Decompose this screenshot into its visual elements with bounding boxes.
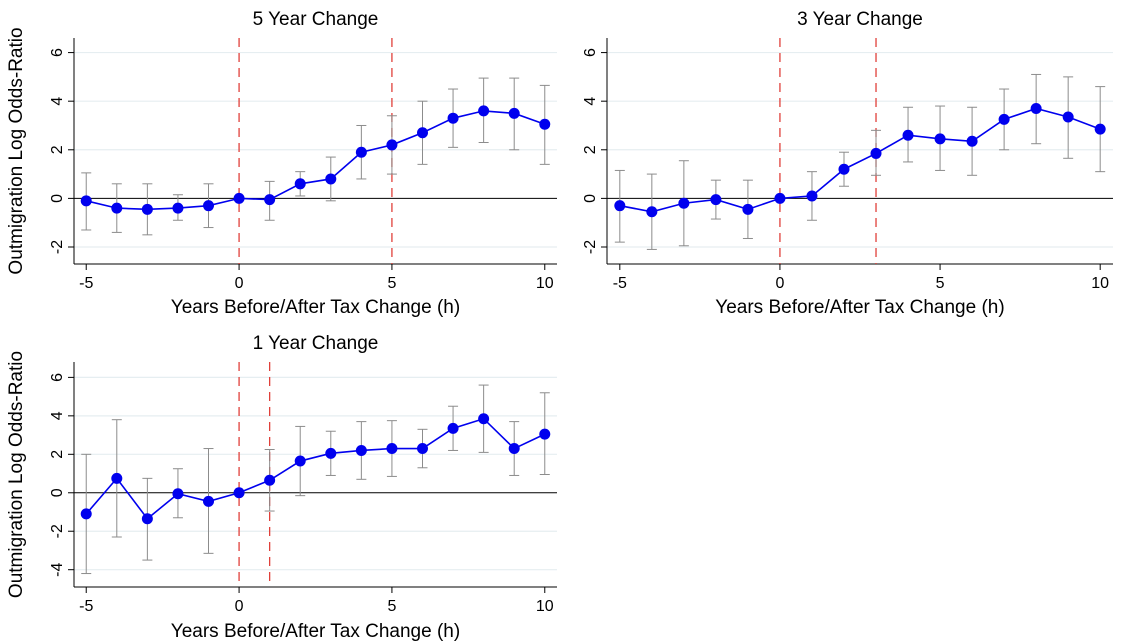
x-tick-label: -5 xyxy=(79,275,93,292)
data-point xyxy=(355,146,367,158)
data-point xyxy=(111,202,123,214)
data-point xyxy=(416,127,428,139)
data-point xyxy=(111,472,123,484)
x-axis-label: Years Before/After Tax Change (h) xyxy=(715,297,1004,318)
y-tick-label: 4 xyxy=(49,97,66,106)
data-point xyxy=(294,178,306,190)
data-point xyxy=(478,413,490,425)
data-point xyxy=(172,202,184,214)
data-point xyxy=(1094,123,1106,135)
x-tick-label: 10 xyxy=(1091,275,1109,292)
data-point xyxy=(539,118,551,130)
data-point xyxy=(447,422,459,434)
y-tick-label: 4 xyxy=(49,411,66,420)
x-tick-label: 10 xyxy=(536,598,554,615)
data-point xyxy=(264,194,276,206)
x-tick-label: -5 xyxy=(79,598,93,615)
data-point xyxy=(203,200,215,212)
data-point xyxy=(294,455,306,467)
data-point xyxy=(806,190,818,202)
data-point xyxy=(355,444,367,456)
data-point xyxy=(902,129,914,141)
x-tick-label: 0 xyxy=(775,275,784,292)
chart-panel-1: -2 0 2 4 6 -5 0 5 10 5 Year Change Years Before/Af… xyxy=(6,9,557,318)
data-point xyxy=(233,192,245,204)
y-tick-label: -2 xyxy=(49,240,66,254)
x-tick-label: -5 xyxy=(613,275,627,292)
data-point xyxy=(966,135,978,147)
data-point xyxy=(646,206,658,218)
x-tick-label: 0 xyxy=(235,598,244,615)
data-point xyxy=(678,197,690,209)
y-tick-label: 0 xyxy=(49,488,66,497)
series-line xyxy=(85,417,546,520)
data-point xyxy=(80,508,92,520)
data-point xyxy=(870,147,882,159)
data-point xyxy=(508,443,520,455)
y-tick-label: 6 xyxy=(49,48,66,57)
y-tick-label: 6 xyxy=(49,373,66,382)
y-tick-label: 2 xyxy=(49,145,66,154)
data-point xyxy=(325,447,337,459)
data-point xyxy=(1062,111,1074,123)
data-point xyxy=(539,428,551,440)
data-point xyxy=(998,113,1010,125)
x-tick-label: 5 xyxy=(936,275,945,292)
data-point xyxy=(172,488,184,500)
y-axis-label: Outmigration Log Odds-Ratio xyxy=(6,351,27,598)
data-point xyxy=(838,163,850,175)
chart-title: 1 Year Change xyxy=(253,333,379,354)
data-point xyxy=(614,200,626,212)
data-point xyxy=(478,105,490,117)
data-point xyxy=(1030,102,1042,114)
data-point xyxy=(710,194,722,206)
y-tick-label: -4 xyxy=(49,562,66,576)
data-point xyxy=(742,203,754,215)
data-point xyxy=(386,139,398,151)
series-line xyxy=(86,110,546,211)
x-tick-label: 5 xyxy=(387,598,396,615)
data-point xyxy=(203,495,215,507)
data-point xyxy=(416,443,428,455)
data-point xyxy=(264,474,276,486)
data-point xyxy=(80,195,92,207)
data-point xyxy=(386,443,398,455)
data-point xyxy=(141,513,153,525)
y-tick-label: -2 xyxy=(49,524,66,538)
data-point xyxy=(141,203,153,215)
chart-panel-2: -2 0 2 4 6 -5 0 5 10 3 Year Change Years Before/Af… xyxy=(582,9,1113,318)
x-tick-label: 10 xyxy=(536,275,554,292)
chart-title: 3 Year Change xyxy=(797,9,923,30)
data-point xyxy=(774,192,786,204)
y-tick-label: 6 xyxy=(582,48,599,57)
data-point xyxy=(233,487,245,499)
series-line xyxy=(619,107,1101,213)
data-point xyxy=(508,107,520,119)
x-tick-label: 0 xyxy=(235,275,244,292)
x-axis-label: Years Before/After Tax Change (h) xyxy=(171,621,460,642)
x-axis-label: Years Before/After Tax Change (h) xyxy=(171,297,460,318)
data-point xyxy=(447,112,459,124)
chart-title: 5 Year Change xyxy=(253,9,379,30)
data-point xyxy=(325,173,337,185)
data-point xyxy=(934,133,946,145)
x-tick-label: 5 xyxy=(387,275,396,292)
y-axis-label: Outmigration Log Odds-Ratio xyxy=(6,27,27,274)
y-tick-label: -2 xyxy=(582,240,599,254)
y-tick-label: 2 xyxy=(582,145,599,154)
y-tick-label: 0 xyxy=(49,194,66,203)
y-tick-label: 2 xyxy=(49,450,66,459)
y-tick-label: 4 xyxy=(582,97,599,106)
y-tick-label: 0 xyxy=(582,194,599,203)
chart-panel-3: -4 -2 0 2 4 6 -5 0 5 10 1 Year Change Years Before/… xyxy=(6,333,557,642)
